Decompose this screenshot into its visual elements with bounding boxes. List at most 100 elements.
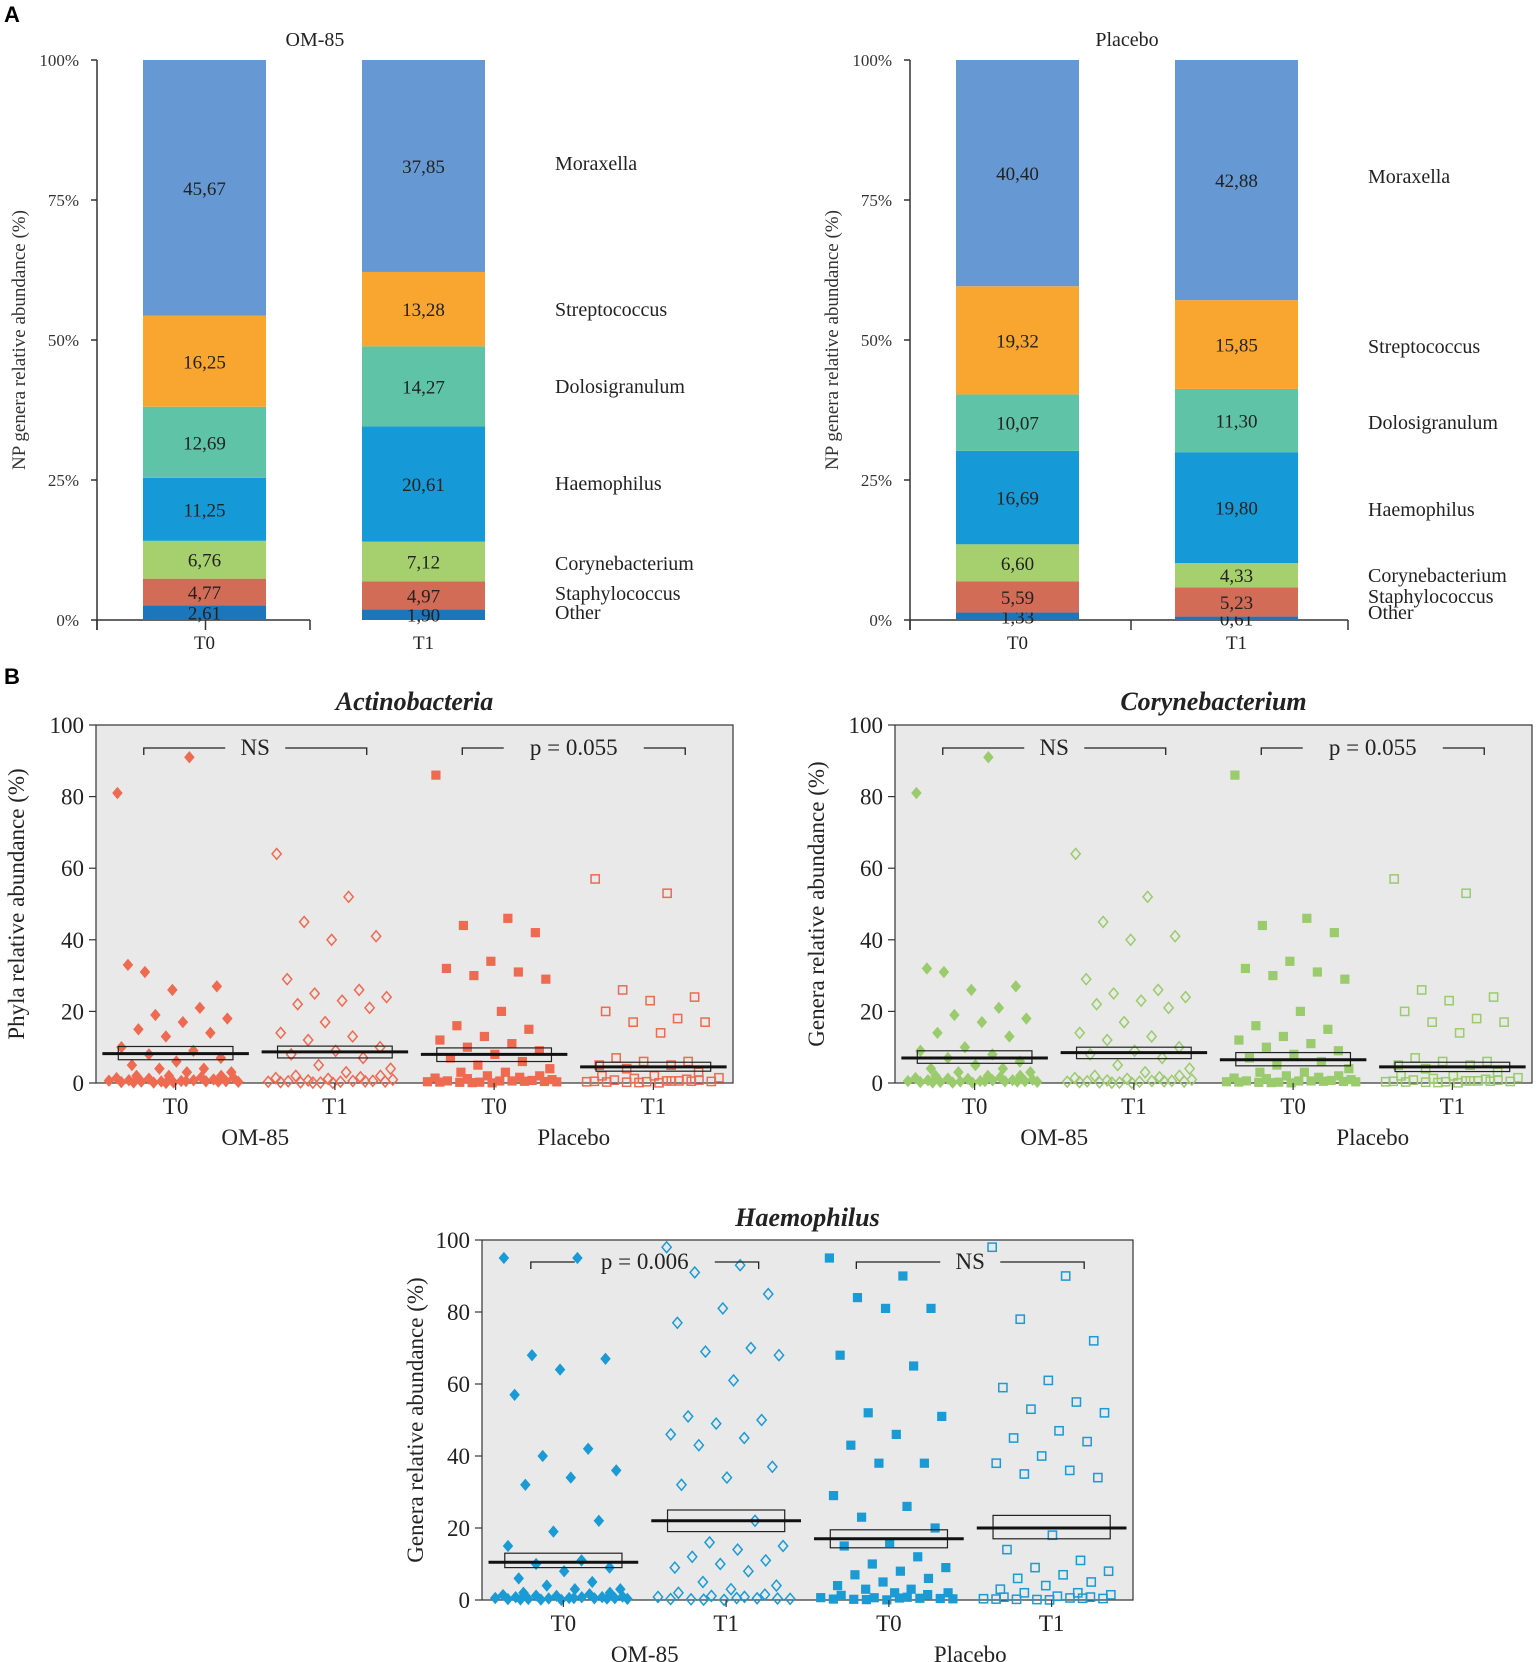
data-point — [556, 1593, 567, 1607]
data-point — [1099, 1407, 1110, 1418]
data-point — [1012, 1573, 1023, 1584]
data-point — [835, 1350, 845, 1360]
bar-segment-dolosigranulum-t0 — [956, 394, 1079, 451]
data-point — [370, 929, 382, 943]
bracket-line-left — [530, 1261, 575, 1269]
data-point — [850, 1570, 860, 1580]
data-label: 16,25 — [183, 352, 226, 373]
data-point — [714, 1557, 726, 1571]
data-point — [281, 972, 293, 986]
data-point — [1166, 1074, 1178, 1088]
data-point — [894, 1593, 905, 1603]
data-point — [1471, 1013, 1482, 1024]
data-point — [486, 956, 496, 966]
data-point — [1281, 1071, 1291, 1081]
y-tick-label: 40 — [860, 928, 883, 953]
data-point — [1069, 1071, 1081, 1085]
data-point — [1012, 1075, 1023, 1088]
bar-segment-other-t1 — [362, 609, 485, 620]
y-tick-label: 80 — [447, 1300, 470, 1325]
study-group-label: OM-85 — [221, 1125, 289, 1150]
y-tick-label: 100 — [436, 1228, 471, 1253]
data-point — [949, 1008, 960, 1022]
data-label: 37,85 — [402, 157, 445, 178]
data-point — [987, 1074, 998, 1087]
data-point — [282, 1074, 294, 1088]
scatter-chart-corynebacterium: Corynebacterium 0 20 40 60 80 100 Genera relati… — [804, 687, 1533, 1150]
data-point — [541, 974, 551, 984]
data-point — [326, 933, 338, 947]
data-point — [1146, 1029, 1158, 1044]
significance-label: p = 0.006 — [601, 1249, 689, 1274]
data-point — [669, 1561, 681, 1575]
data-point — [543, 1592, 554, 1605]
data-point — [364, 1001, 376, 1015]
data-point — [1488, 992, 1499, 1002]
data-point — [294, 1075, 307, 1089]
data-point — [211, 980, 223, 993]
data-point — [198, 1062, 210, 1075]
data-point — [515, 1593, 526, 1606]
data-point — [590, 874, 601, 884]
data-point — [706, 1076, 717, 1087]
x-tick-label: T0 — [163, 1094, 189, 1119]
legend-label-moraxella: Moraxella — [555, 153, 637, 175]
bar-segment-corynebacterium-t0 — [143, 540, 266, 579]
data-point — [1244, 1053, 1255, 1063]
bracket-line-left — [855, 1261, 941, 1269]
data-label: 15,85 — [1215, 336, 1258, 357]
data-point — [154, 1062, 165, 1075]
data-point — [381, 990, 393, 1004]
data-point — [1093, 1472, 1103, 1483]
data-point — [435, 1035, 445, 1045]
data-point — [530, 928, 540, 938]
data-point — [1169, 929, 1181, 943]
data-point — [292, 997, 304, 1011]
data-point — [1098, 1593, 1108, 1604]
data-point — [1142, 890, 1154, 904]
data-point — [935, 1593, 945, 1604]
data-point — [1004, 1030, 1015, 1043]
data-point — [275, 1026, 287, 1040]
data-label: 11,25 — [183, 500, 225, 521]
significance-bracket: p = 0.055 — [1260, 735, 1485, 760]
bar-segment-haemophilus-t0 — [956, 450, 1079, 545]
significance-bracket: p = 0.055 — [461, 735, 686, 760]
data-point — [991, 1458, 1002, 1469]
data-point — [442, 1076, 453, 1086]
data-point — [313, 1058, 325, 1072]
data-point — [487, 1078, 497, 1088]
data-point — [456, 1067, 466, 1077]
data-point — [621, 1077, 632, 1088]
data-point — [759, 1588, 771, 1602]
bar-segment-dolosigranulum-t0 — [143, 406, 266, 478]
data-point — [672, 1013, 683, 1024]
data-point — [839, 1541, 849, 1551]
data-point — [319, 1015, 331, 1029]
data-point — [133, 1023, 144, 1036]
data-point — [1129, 1044, 1141, 1058]
data-point — [1011, 1594, 1022, 1605]
data-point — [222, 1012, 233, 1025]
data-point — [938, 965, 950, 979]
data-point — [513, 1572, 524, 1585]
data-point — [548, 1525, 559, 1538]
data-point — [734, 1258, 746, 1272]
data-point — [895, 1566, 905, 1576]
data-point — [526, 1349, 538, 1362]
data-point — [1071, 1397, 1082, 1407]
data-point — [274, 1075, 287, 1089]
study-group-label: OM-85 — [611, 1642, 679, 1662]
data-point — [1340, 974, 1350, 984]
data-point — [1295, 1006, 1305, 1016]
data-point — [923, 1573, 934, 1584]
data-point — [943, 1588, 953, 1598]
data-point — [552, 1077, 562, 1087]
y-tick-label: 50% — [48, 331, 79, 350]
y-tick-label: 100% — [852, 51, 892, 70]
legend-label-haemophilus: Haemophilus — [555, 473, 662, 495]
data-point — [915, 1075, 926, 1089]
data-point — [686, 1076, 697, 1087]
data-point — [1178, 1074, 1190, 1089]
significance-bracket: p = 0.006 — [530, 1249, 760, 1274]
